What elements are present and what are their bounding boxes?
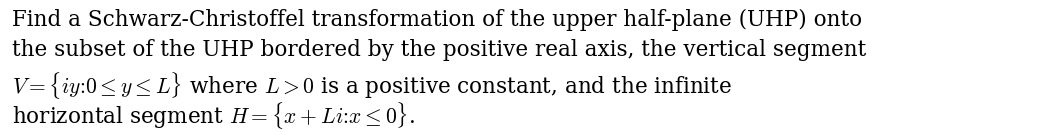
Text: $V = \{iy\colon 0 \leq y \leq L\}$ where $L > 0$ is a positive constant, and the: $V = \{iy\colon 0 \leq y \leq L\}$ where… — [12, 70, 733, 101]
Text: the subset of the UHP bordered by the positive real axis, the vertical segment: the subset of the UHP bordered by the po… — [12, 39, 866, 61]
Text: Find a Schwarz-Christoffel transformation of the upper half-plane (UHP) onto: Find a Schwarz-Christoffel transformatio… — [12, 9, 862, 31]
Text: horizontal segment $H = \{x + Li\colon x \leq 0\}$.: horizontal segment $H = \{x + Li\colon x… — [12, 100, 415, 131]
